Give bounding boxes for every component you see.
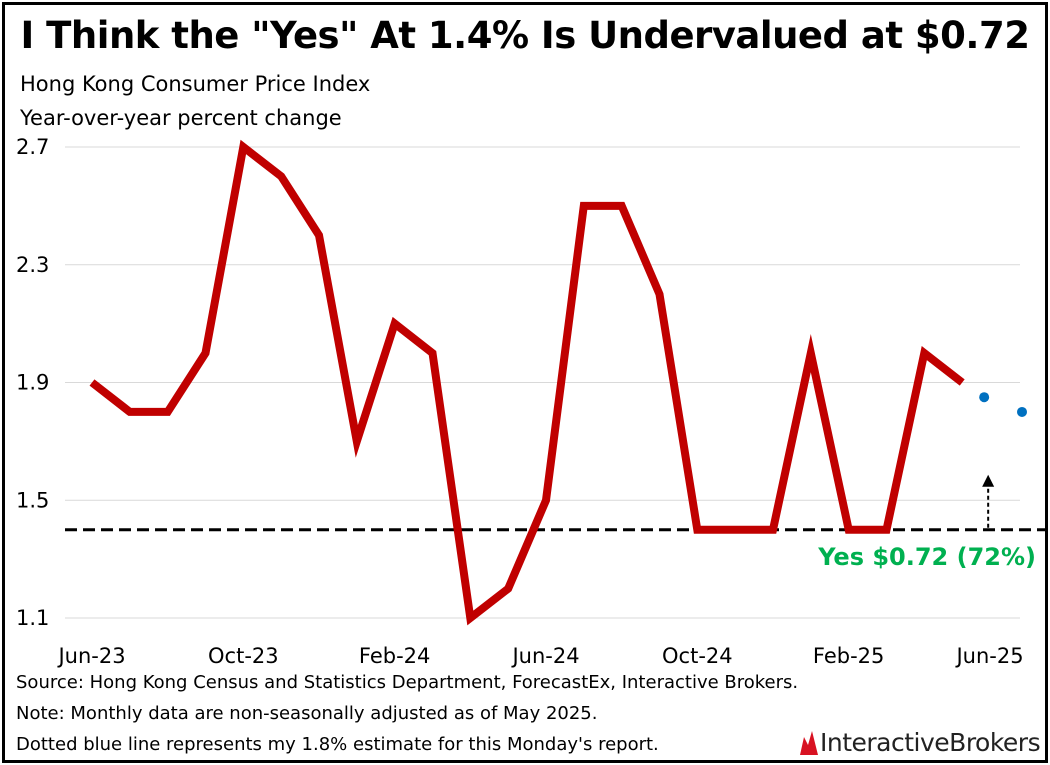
source-note: Source: Hong Kong Census and Statistics …: [16, 672, 799, 693]
x-tick-label: Feb-24: [359, 644, 430, 668]
estimate-point: [1017, 406, 1027, 417]
cpi-series-line: [89, 139, 965, 626]
chart-subtitle-series: Hong Kong Consumer Price Index: [20, 72, 371, 96]
annotation-arrow-head: [982, 474, 995, 487]
estimate-point: [979, 392, 990, 403]
y-tick-label: 2.7: [16, 135, 49, 159]
chart-subtitle-units: Year-over-year percent change: [20, 106, 342, 130]
y-tick-label: 1.1: [16, 606, 49, 630]
y-tick-label: 1.9: [16, 371, 49, 395]
y-tick-label: 2.3: [16, 253, 49, 277]
x-tick-label: Jun-25: [954, 644, 1023, 668]
x-tick-label: Oct-24: [662, 644, 733, 668]
x-tick-label: Jun-23: [56, 644, 125, 668]
logo-wordmark: InteractiveBrokers: [820, 727, 1041, 757]
x-tick-label: Oct-23: [208, 644, 279, 668]
interactive-brokers-logo: InteractiveBrokers: [798, 722, 1041, 762]
annotation-label: Yes $0.72 (72%): [817, 543, 1036, 571]
data-note: Note: Monthly data are non-seasonally ad…: [16, 703, 598, 724]
chart-title: I Think the "Yes" At 1.4% Is Undervalued…: [20, 14, 1030, 57]
logo-mark-icon: [800, 731, 818, 755]
x-tick-label: Jun-24: [510, 644, 579, 668]
y-tick-label: 1.5: [16, 488, 49, 512]
x-tick-label: Feb-25: [813, 644, 884, 668]
dotted-line-note: Dotted blue line represents my 1.8% esti…: [16, 734, 659, 755]
